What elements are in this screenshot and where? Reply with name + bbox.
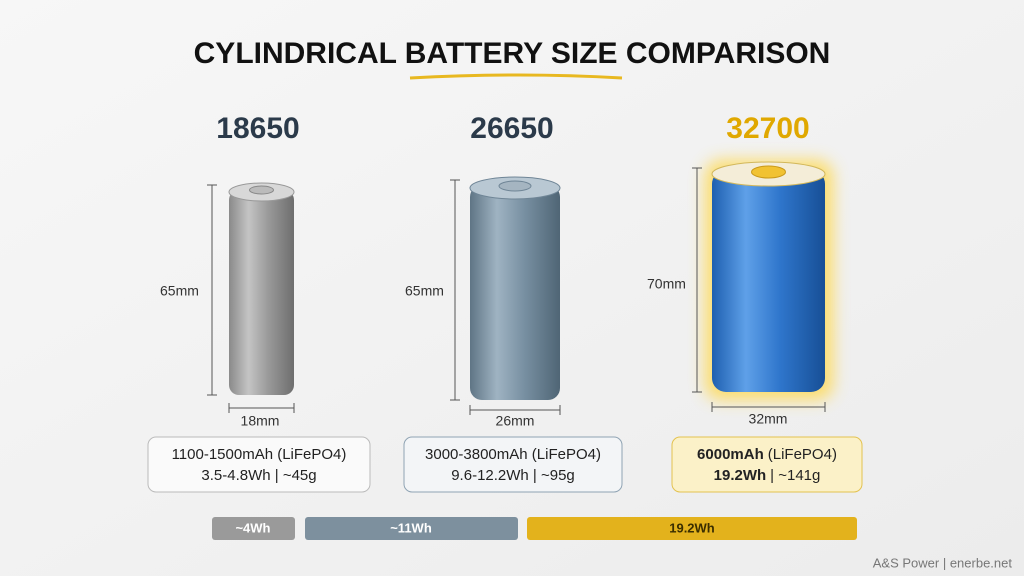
spec-line: 3.5-4.8Wh | ~45g xyxy=(201,467,316,484)
battery xyxy=(228,182,295,395)
spec-line: 19.2Wh | ~141g xyxy=(714,467,821,484)
battery xyxy=(711,161,826,392)
energy-bar xyxy=(305,517,518,540)
spec-box xyxy=(403,436,623,493)
energy-bar-label: ~4Wh xyxy=(235,520,270,535)
battery-name: 32700 xyxy=(726,112,809,145)
spec-energy: 19.2Wh xyxy=(714,467,767,484)
energy-bar-label: 19.2Wh xyxy=(669,520,715,535)
spec-line: 9.6-12.2Wh | ~95g xyxy=(451,467,575,484)
battery xyxy=(469,176,561,400)
spec-line: 3000-3800mAh (LiFePO4) xyxy=(425,446,601,463)
diameter-label: 32mm xyxy=(749,411,788,427)
title: CYLINDRICAL BATTERY SIZE COMPARISON xyxy=(194,37,831,70)
footer: A&S Power | enerbe.net xyxy=(873,555,1013,570)
battery-name: 18650 xyxy=(216,112,299,145)
dimension-lines xyxy=(692,167,826,412)
spec-capacity: 6000mAh xyxy=(697,446,764,463)
spec-box xyxy=(671,436,863,493)
diameter-label: 18mm xyxy=(241,413,280,429)
dimension-lines xyxy=(450,179,561,415)
energy-bar xyxy=(212,517,295,540)
energy-bar-label: ~11Wh xyxy=(390,520,432,535)
height-label: 65mm xyxy=(160,283,199,299)
spec-box xyxy=(147,436,371,493)
battery-name: 26650 xyxy=(470,112,553,145)
title-underline xyxy=(409,73,623,80)
dimension-lines xyxy=(207,184,295,413)
spec-line: 1100-1500mAh (LiFePO4) xyxy=(172,446,347,463)
height-label: 70mm xyxy=(647,276,686,292)
energy-bar xyxy=(527,517,857,540)
diameter-label: 26mm xyxy=(496,413,535,429)
spec-weight: | ~141g xyxy=(770,467,820,484)
height-label: 65mm xyxy=(405,283,444,299)
spec-line: 6000mAh (LiFePO4) xyxy=(697,446,837,463)
spec-chemistry: (LiFePO4) xyxy=(768,446,837,463)
